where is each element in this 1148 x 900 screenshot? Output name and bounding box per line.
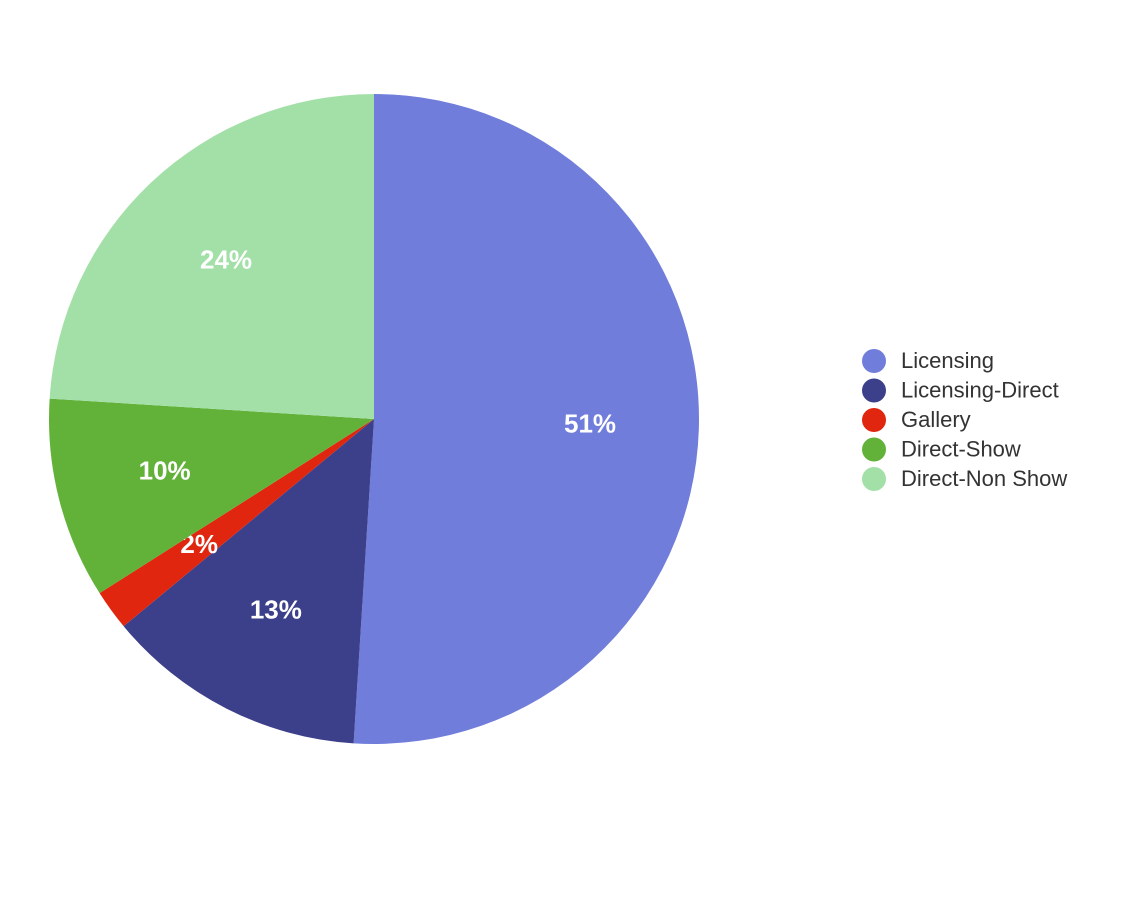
pie-slice bbox=[48, 398, 374, 594]
pie-slice bbox=[49, 94, 375, 419]
legend-marker bbox=[862, 378, 886, 403]
legend-marker bbox=[862, 408, 886, 432]
legend-label: Licensing-Direct bbox=[901, 377, 1059, 402]
pie-slice bbox=[353, 94, 700, 745]
slice-label: 10% bbox=[139, 456, 191, 486]
slice-label: 24% bbox=[200, 244, 252, 274]
legend-marker bbox=[862, 437, 886, 462]
pie-slice bbox=[99, 419, 375, 627]
legend-label: Direct-Non Show bbox=[901, 466, 1067, 491]
legend-label: Direct-Show bbox=[901, 436, 1021, 461]
pie-slice bbox=[123, 419, 375, 744]
slice-label: 13% bbox=[250, 594, 302, 624]
legend-label: Gallery bbox=[901, 407, 971, 432]
slice-label: 51% bbox=[564, 409, 616, 439]
legend-marker bbox=[862, 467, 886, 491]
legend-marker bbox=[862, 349, 886, 373]
legend-label: Licensing bbox=[901, 348, 994, 373]
